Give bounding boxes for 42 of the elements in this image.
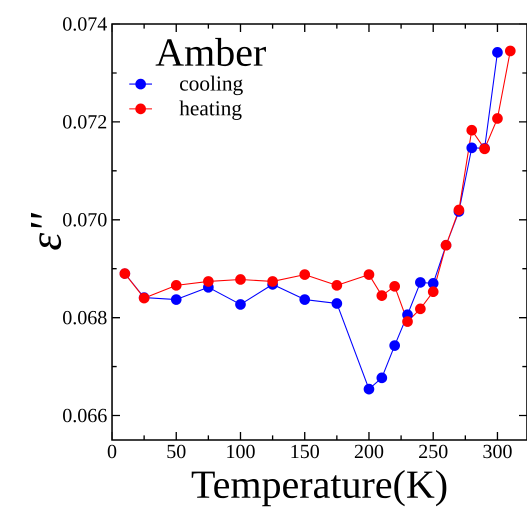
legend-label: heating [179,100,242,120]
point [376,290,388,301]
x-tick-label: 50 [167,444,186,458]
point [299,269,310,280]
x-tick-label: 300 [483,444,512,458]
x-axis-title: Temperature(K) [192,470,446,506]
legend-title: Amber [156,38,266,66]
point [466,142,478,154]
legend-label: cooling [180,76,243,96]
point [364,269,374,280]
point [332,298,342,309]
x-tick-label: 250 [419,444,448,458]
y-axis-title: ε'' [31,212,62,250]
point [376,372,388,384]
x-tick-label: 100 [227,444,255,458]
point [170,280,182,291]
point [428,286,439,298]
point [504,46,516,56]
x-tick-label: 0 [108,444,116,458]
point [389,280,400,292]
point [389,340,400,351]
y-tick-label: 0.066 [63,408,107,422]
point [235,274,246,285]
y-tick-label: 0.070 [63,212,107,227]
y-tick-label: 0.072 [63,115,106,129]
point [415,304,426,314]
point [364,384,374,394]
x-tick-label: 200 [354,444,384,458]
point [299,294,310,305]
point [235,299,246,310]
point [332,280,342,291]
x-tick-label: 150 [291,444,319,458]
point [492,113,503,124]
point [203,276,214,287]
point [466,124,478,136]
y-tick-label: 0.074 [63,17,107,31]
point [415,277,426,288]
point [170,294,182,305]
point [267,276,278,287]
point [402,316,413,327]
y-tick-label: 0.068 [63,310,107,324]
point [492,47,503,58]
